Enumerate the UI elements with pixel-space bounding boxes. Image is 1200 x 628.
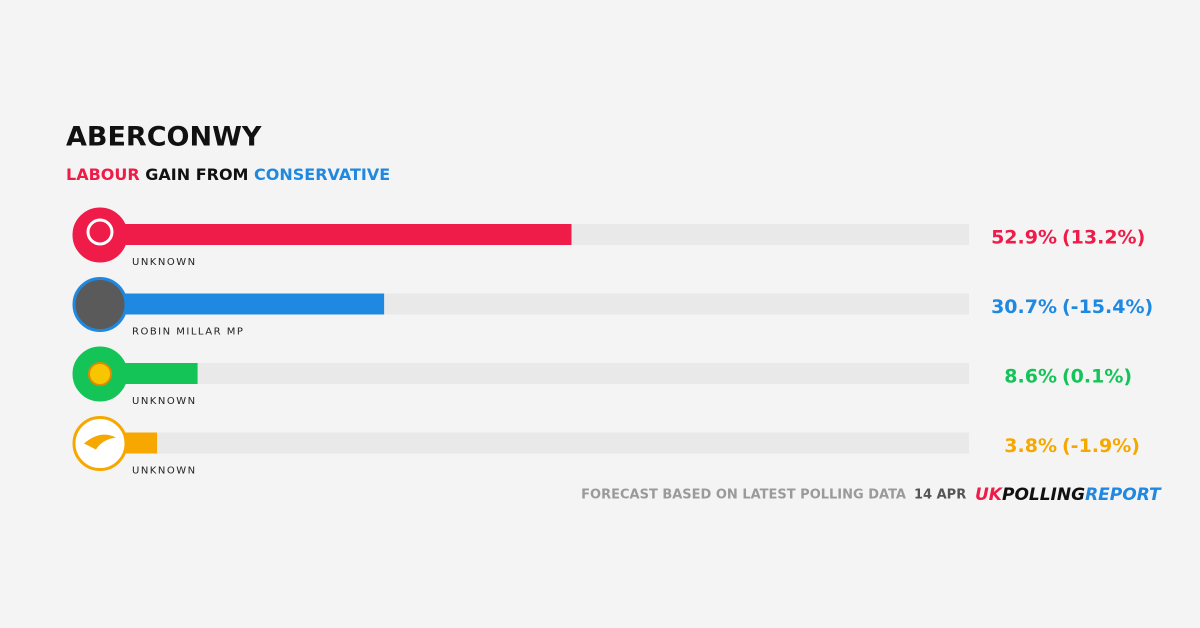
icon-detail [88, 362, 112, 386]
chart-title: ABERCONWY [66, 122, 262, 153]
change-label: (-15.4%) [1062, 296, 1153, 318]
change-label: (-1.9%) [1062, 435, 1140, 457]
party-icon [72, 207, 128, 263]
icon-detail [84, 434, 116, 450]
candidate-name: UNKNOWN [132, 466, 197, 477]
value-label: 3.8% [1004, 435, 1057, 457]
value-label: 30.7% [991, 296, 1057, 318]
change-label: (13.2%) [1062, 227, 1145, 249]
bar-track [125, 432, 969, 454]
bar-track [125, 363, 969, 384]
party-icon [72, 277, 128, 332]
loser: CONSERVATIVE [254, 165, 390, 184]
value-label: 52.9% [991, 227, 1057, 249]
icon-detail [86, 218, 114, 246]
candidate-name: ROBIN MILLAR MP [132, 327, 244, 338]
brand: UKPOLLINGREPORT [975, 485, 1162, 505]
brand-part: UK [975, 485, 1004, 505]
candidate-name: UNKNOWN [132, 396, 197, 407]
footer-date: 14 APR [914, 488, 966, 503]
footer-note: FORECAST BASED ON LATEST POLLING DATA [581, 488, 906, 503]
winner: LABOUR [66, 165, 140, 184]
bar [125, 432, 158, 454]
brand-part: POLLING [1002, 485, 1085, 505]
bar [125, 293, 385, 315]
candidate-name: UNKNOWN [132, 257, 197, 268]
brand-part: REPORT [1085, 485, 1162, 505]
subtitle-middle: GAIN FROM [145, 165, 248, 184]
change-label: (0.1%) [1062, 366, 1132, 388]
bar [125, 224, 572, 245]
value-label: 8.6% [1004, 366, 1057, 388]
bar [125, 363, 198, 384]
subtitle: LABOUR GAIN FROM CONSERVATIVE [66, 165, 390, 184]
